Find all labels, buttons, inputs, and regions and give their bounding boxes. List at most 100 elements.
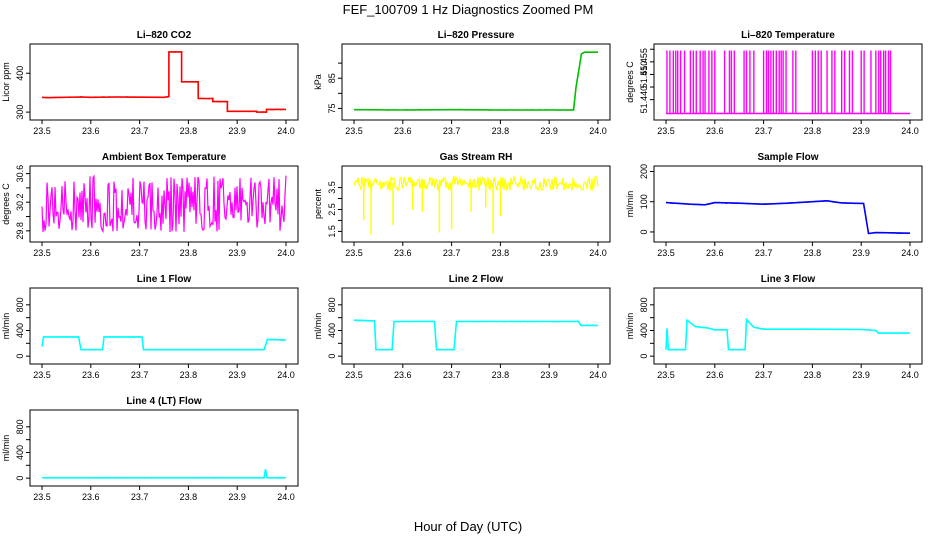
y-tick-label: 800 (639, 297, 649, 312)
y-tick-label: 51.450 (639, 61, 649, 89)
x-tick-label: 23.9 (540, 370, 558, 380)
y-axis-label: ml/min (313, 313, 323, 340)
x-tick-label: 24.0 (589, 248, 607, 258)
x-tick-label: 23.6 (706, 126, 724, 136)
y-tick-label: 51.455 (639, 48, 649, 76)
panel-3: Li–820 Temperature degrees C 23.5 23.6 23.7 2… (625, 30, 923, 136)
x-tick-label: 24.0 (277, 492, 295, 502)
y-tick-label: 75 (327, 103, 337, 113)
x-tick-label: 23.7 (443, 248, 461, 258)
plot-frame (29, 287, 299, 365)
y-axis-label: degrees C (1, 183, 11, 225)
x-tick-label: 23.7 (131, 370, 149, 380)
panel-title: Li–820 Temperature (741, 30, 835, 41)
panel-5: Gas Stream RH percent 23.5 23.6 23.7 23.8 23.9… (313, 152, 611, 258)
x-tick-label: 23.5 (33, 370, 51, 380)
panel-2: Li–820 Pressure kPa 23.5 23.6 23.7 23.8 23.9 24… (313, 30, 611, 136)
y-axis-label: degrees C (625, 61, 635, 103)
y-tick-label: 400 (15, 323, 25, 338)
plot-frame (29, 165, 299, 243)
x-tick-label: 23.6 (706, 248, 724, 258)
panel-8: Line 2 Flow ml/min 23.5 23.6 23.7 23.8 23.9 24.… (313, 274, 611, 380)
panel-title: Line 1 Flow (137, 274, 192, 285)
x-tick-label: 23.6 (82, 370, 100, 380)
y-tick-label: 30.2 (15, 193, 25, 211)
panels: Li–820 CO2 Licor ppm 23.5 23.6 23.7 23.8 23.9 2… (1, 30, 923, 502)
x-tick-label: 23.9 (228, 492, 246, 502)
x-tick-label: 23.9 (228, 370, 246, 380)
x-tick-label: 23.8 (492, 248, 510, 258)
y-tick-label: 85 (327, 73, 337, 83)
x-tick-label: 23.6 (82, 248, 100, 258)
plot-frame (653, 165, 923, 243)
plot-frame (653, 287, 923, 365)
x-tick-label: 24.0 (901, 370, 919, 380)
plot-frame (341, 43, 611, 121)
x-tick-label: 23.9 (852, 126, 870, 136)
plot-frame (29, 43, 299, 121)
y-tick-label: 30.6 (15, 165, 25, 183)
series-noise (665, 200, 909, 234)
series-noise (41, 50, 285, 114)
y-axis-label: ml/min (1, 313, 11, 340)
panel-title: Line 4 (LT) Flow (126, 396, 202, 407)
x-tick-label: 23.9 (852, 370, 870, 380)
series-noise (353, 51, 597, 111)
x-tick-label: 23.7 (131, 492, 149, 502)
y-tick-label: 100 (639, 194, 649, 209)
x-tick-label: 23.5 (657, 126, 675, 136)
x-tick-label: 24.0 (277, 126, 295, 136)
x-tick-label: 23.6 (82, 492, 100, 502)
panel-title: Li–820 CO2 (137, 30, 192, 41)
x-tick-label: 23.8 (804, 126, 822, 136)
panel-1: Li–820 CO2 Licor ppm 23.5 23.6 23.7 23.8 23.9 2… (1, 30, 299, 136)
series-noise (353, 319, 597, 351)
x-tick-label: 23.7 (755, 248, 773, 258)
x-tick-label: 23.7 (755, 126, 773, 136)
y-tick-label: 0 (15, 354, 25, 359)
x-tick-label: 23.5 (345, 126, 363, 136)
x-tick-label: 23.6 (706, 370, 724, 380)
x-tick-label: 23.5 (345, 248, 363, 258)
plot-frame (653, 43, 923, 121)
y-tick-label: 1.5 (327, 225, 337, 238)
x-tick-label: 23.6 (82, 126, 100, 136)
y-axis-label: ml/min (1, 435, 11, 462)
x-tick-label: 23.5 (657, 370, 675, 380)
x-tick-label: 23.8 (180, 370, 198, 380)
y-tick-label: 800 (327, 297, 337, 312)
panel-7: Line 1 Flow ml/min 23.5 23.6 23.7 23.8 23.9 24.… (1, 274, 299, 380)
y-tick-label: 0 (639, 354, 649, 359)
x-tick-label: 24.0 (589, 370, 607, 380)
x-tick-label: 23.8 (804, 370, 822, 380)
panel-title: Ambient Box Temperature (102, 152, 227, 163)
panel-9: Line 3 Flow ml/min 23.5 23.6 23.7 23.8 23.9 24.… (625, 274, 923, 380)
series-noise (41, 335, 285, 351)
x-tick-label: 23.7 (755, 370, 773, 380)
x-tick-label: 24.0 (589, 126, 607, 136)
y-tick-label: 3.5 (327, 181, 337, 194)
plot-frame (29, 409, 299, 487)
panel-title: Sample Flow (757, 152, 818, 163)
figure-x-axis-label: Hour of Day (UTC) (414, 519, 522, 534)
x-tick-label: 23.6 (394, 126, 412, 136)
x-tick-label: 23.9 (852, 248, 870, 258)
y-tick-label: 29.8 (15, 222, 25, 240)
y-tick-label: 800 (15, 297, 25, 312)
x-tick-label: 23.9 (540, 126, 558, 136)
y-axis-label: percent (313, 188, 323, 219)
x-tick-label: 23.5 (33, 492, 51, 502)
y-axis-label: ml/min (625, 313, 635, 340)
x-tick-label: 23.6 (394, 248, 412, 258)
y-tick-label: 0 (15, 476, 25, 481)
x-tick-label: 23.5 (33, 126, 51, 136)
x-tick-label: 23.9 (228, 248, 246, 258)
x-tick-label: 24.0 (277, 248, 295, 258)
x-tick-label: 23.6 (394, 370, 412, 380)
y-tick-label: 400 (639, 323, 649, 338)
y-tick-label: 300 (15, 105, 25, 120)
y-axis-label: ml/min (625, 191, 635, 218)
series-noise (41, 174, 287, 234)
